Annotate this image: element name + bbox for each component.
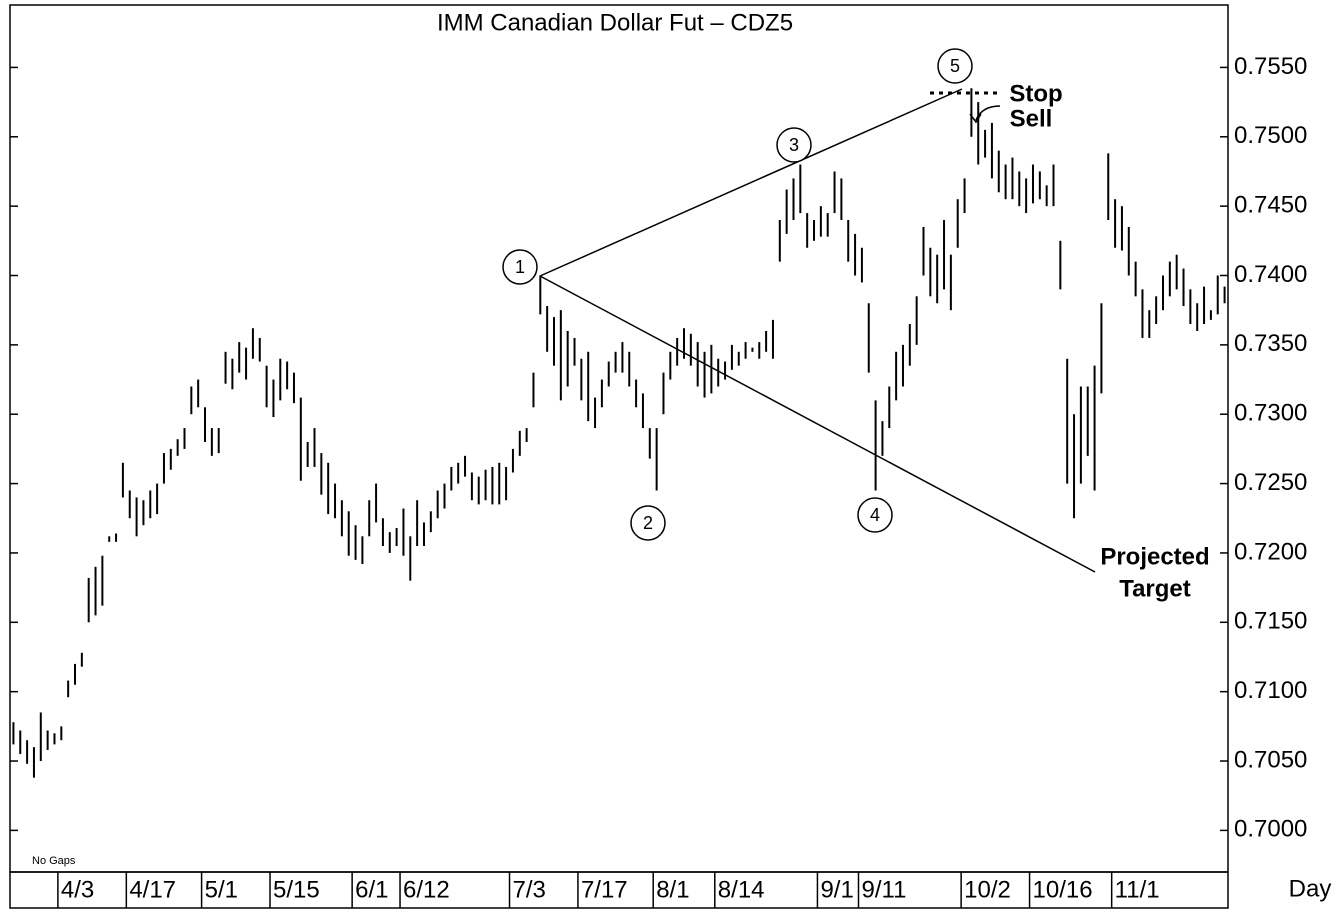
point-circle: [630, 505, 666, 541]
point-circle: [502, 249, 538, 285]
y-tick-label: 0.7050: [1234, 746, 1307, 773]
stop-label: Stop: [1009, 80, 1062, 107]
lower-trend-line: [539, 275, 1096, 573]
x-tick-label: 4/3: [61, 876, 94, 903]
x-tick-label: 11/1: [1115, 876, 1160, 903]
point-label: 4: [870, 505, 880, 525]
point-circle: [776, 127, 812, 163]
plot-frame: [9, 4, 1229, 873]
point-label: 5: [950, 56, 960, 76]
point-label: 3: [789, 135, 799, 155]
y-tick-label: 0.7300: [1234, 400, 1307, 427]
point-circle: [857, 497, 893, 533]
y-tick-label: 0.7450: [1234, 191, 1307, 218]
x-tick-label: 9/11: [861, 876, 906, 903]
x-tick-label: 10/2: [964, 876, 1011, 903]
projected-label: Projected: [1100, 543, 1209, 570]
sell-label: Sell: [1010, 105, 1053, 132]
point-label: 1: [515, 257, 525, 277]
x-tick-label: 5/1: [205, 876, 238, 903]
x-tick-label: 5/15: [273, 876, 320, 903]
x-tick-label: 9/1: [820, 876, 853, 903]
x-tick-label: 10/16: [1033, 876, 1093, 903]
y-tick-label: 0.7000: [1234, 816, 1307, 843]
x-axis-label: Day: [1289, 875, 1332, 902]
y-tick-label: 0.7400: [1234, 261, 1307, 288]
y-tick-label: 0.7200: [1234, 538, 1307, 565]
footnote: No Gaps: [32, 855, 76, 867]
target-label: Target: [1119, 575, 1191, 602]
x-tick-label: 6/12: [403, 876, 450, 903]
x-axis-box: [9, 871, 1229, 909]
y-tick-label: 0.7250: [1234, 469, 1307, 496]
y-tick-label: 0.7550: [1234, 53, 1307, 80]
point-label: 2: [643, 513, 653, 533]
x-tick-label: 8/1: [656, 876, 689, 903]
sell-arrow: [975, 105, 1001, 121]
point-circle: [937, 48, 973, 84]
x-tick-label: 7/3: [513, 876, 546, 903]
y-tick-label: 0.7350: [1234, 330, 1307, 357]
x-tick-label: 7/17: [581, 876, 628, 903]
x-tick-label: 4/17: [129, 876, 176, 903]
y-tick-label: 0.7150: [1234, 608, 1307, 635]
chart-title: IMM Canadian Dollar Fut – CDZ5: [437, 9, 793, 36]
x-tick-label: 6/1: [355, 876, 388, 903]
upper-trend-line: [539, 88, 963, 277]
x-tick-label: 8/14: [718, 876, 765, 903]
y-tick-label: 0.7100: [1234, 677, 1307, 704]
y-tick-label: 0.7500: [1234, 122, 1307, 149]
trend-lines: [502, 48, 1096, 573]
